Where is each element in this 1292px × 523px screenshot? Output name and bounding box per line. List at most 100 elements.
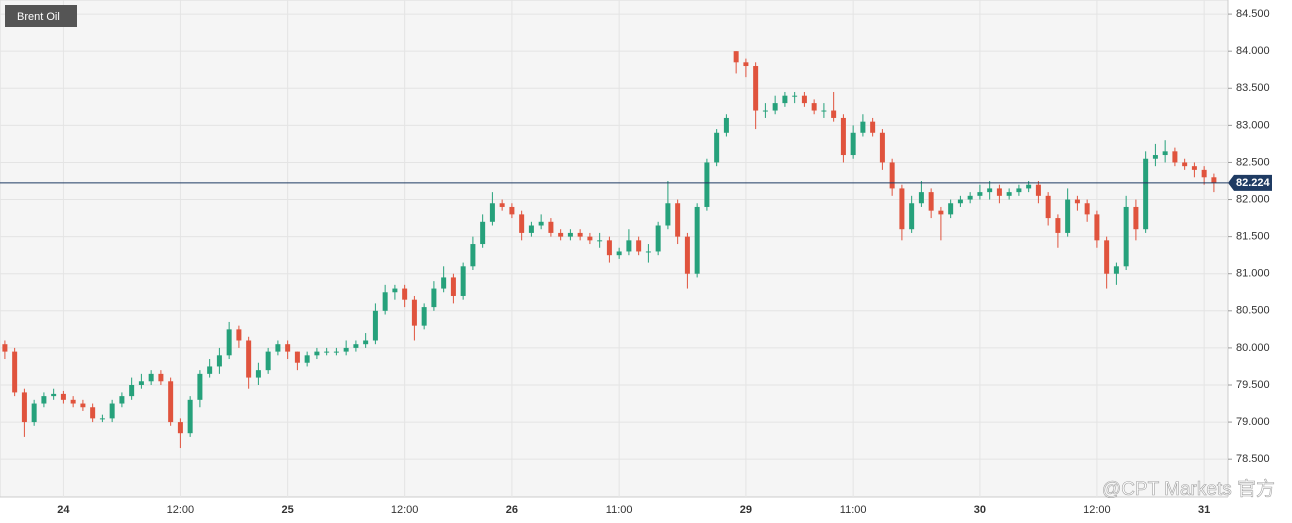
candle-body [1191, 166, 1197, 170]
candle-body [353, 344, 359, 348]
candle-body [343, 347, 349, 352]
candle-body [723, 117, 729, 133]
candle-body [2, 344, 8, 352]
candle-body [655, 225, 661, 252]
candle-body [265, 351, 271, 371]
candle-body [645, 251, 651, 253]
candle-body [51, 393, 57, 397]
candle-body [324, 351, 330, 353]
candle-body [70, 399, 76, 404]
candle-body [363, 340, 369, 345]
candle-body [158, 373, 164, 382]
y-tick-label: 84.500 [1236, 8, 1270, 20]
candle-body [996, 188, 1002, 196]
title-badge [5, 5, 77, 27]
candle-body [177, 422, 183, 434]
x-tick-label: 12:00 [1083, 504, 1111, 516]
candle-body [489, 203, 495, 222]
candle-body [1113, 266, 1119, 274]
candle-body [977, 192, 983, 196]
candle-body [109, 403, 115, 419]
candle-body [821, 110, 827, 112]
candle-body [1084, 203, 1090, 215]
candle-body [528, 225, 534, 233]
candle-body [948, 203, 954, 215]
candle-body [1162, 151, 1168, 156]
candle-body [421, 307, 427, 326]
candle-body [967, 195, 973, 200]
x-tick-label: 12:00 [167, 504, 195, 516]
candle-body [1123, 206, 1129, 267]
candle-body [616, 251, 622, 256]
candle-body [382, 292, 388, 311]
candle-body [197, 373, 203, 400]
candle-body [441, 277, 447, 289]
y-tick-label: 79.000 [1236, 416, 1270, 428]
candle-body [762, 110, 768, 112]
candle-body [226, 329, 232, 356]
y-tick-label: 83.500 [1236, 82, 1270, 94]
candle-body [538, 221, 544, 226]
y-tick-label: 81.000 [1236, 268, 1270, 280]
candle-body [1094, 214, 1100, 241]
candle-body [860, 121, 866, 133]
y-tick-label: 81.500 [1236, 231, 1270, 243]
x-tick-label: 30 [974, 504, 986, 516]
candle-body [509, 206, 515, 215]
candle-body [216, 355, 222, 367]
x-tick-label: 29 [740, 504, 752, 516]
candle-body [811, 103, 817, 111]
candle-body [285, 344, 291, 352]
candle-body [129, 384, 135, 397]
candle-body [314, 351, 320, 356]
candle-body [714, 132, 720, 163]
candle-body [431, 288, 437, 308]
candle-body [840, 117, 846, 156]
candle-body [168, 381, 174, 423]
x-tick-label: 24 [57, 504, 70, 516]
candle-body [304, 355, 310, 363]
x-tick-label: 12:00 [391, 504, 419, 516]
candle-body [450, 277, 456, 296]
candle-body [60, 393, 66, 400]
candle-body [665, 203, 671, 226]
x-tick-label: 11:00 [606, 504, 633, 516]
candle-body [519, 214, 525, 233]
candle-body [1055, 218, 1061, 233]
chart-title: Brent Oil [17, 11, 60, 23]
candle-body [1045, 195, 1051, 219]
candle-body [138, 381, 144, 385]
candle-body [99, 418, 105, 420]
candle-body [90, 407, 96, 419]
candle-body [246, 340, 252, 378]
last-price-label: 82.224 [1236, 177, 1271, 189]
candle-body [460, 266, 466, 296]
candle-body [1143, 158, 1149, 230]
x-tick-label: 26 [506, 504, 518, 516]
candle-body [606, 240, 612, 256]
y-tick-label: 82.500 [1236, 156, 1270, 168]
candle-body [1152, 155, 1158, 159]
watermark: @CPT Markets 官方 [1102, 478, 1275, 500]
y-tick-label: 79.500 [1236, 379, 1270, 391]
candle-body [480, 221, 486, 245]
plot-area [0, 0, 1229, 498]
candle-body [12, 351, 18, 393]
candle-body [1035, 184, 1041, 196]
candle-body [558, 232, 564, 237]
candle-body [567, 232, 573, 237]
candle-body [899, 188, 905, 230]
candle-body [1074, 199, 1080, 204]
candle-body [148, 373, 154, 382]
candle-body [1026, 184, 1032, 189]
candle-body [801, 95, 807, 104]
candle-body [753, 66, 759, 111]
candle-body [1182, 162, 1188, 167]
candle-body [499, 203, 505, 207]
candle-body [684, 236, 690, 274]
candle-body [207, 366, 213, 374]
y-tick-label: 83.000 [1236, 119, 1270, 131]
candle-body [31, 403, 37, 423]
candle-body [928, 192, 934, 211]
